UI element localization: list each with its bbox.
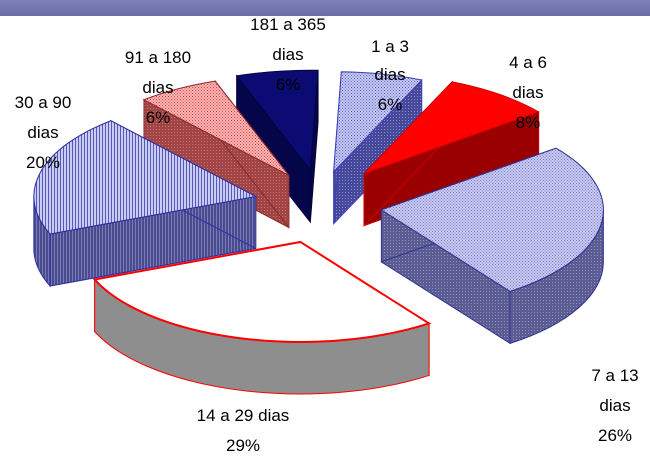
slice-label-value: 6% bbox=[146, 108, 171, 127]
slice-label-value: 26% bbox=[598, 426, 632, 445]
slice-label-7-a-13-dias: 7 a 13 dias 26% bbox=[591, 366, 638, 445]
slice-label-line: 91 a 180 bbox=[125, 48, 191, 67]
slice-label-91-a-180-dias: 91 a 180 dias 6% bbox=[125, 48, 191, 127]
slice-label-line: dias bbox=[599, 396, 630, 415]
pie-slice bbox=[235, 69, 319, 224]
slice-label-line: 1 a 3 bbox=[371, 37, 409, 56]
pie-slice-top bbox=[380, 147, 604, 292]
pie-slice-top bbox=[235, 69, 319, 172]
pie-slice bbox=[380, 147, 604, 345]
slice-label-line: dias bbox=[374, 65, 405, 84]
slice-label-value: 20% bbox=[26, 153, 60, 172]
slice-label-value: 8% bbox=[516, 113, 541, 132]
slice-label-line: dias bbox=[272, 45, 303, 64]
pie-slice bbox=[33, 119, 258, 288]
slice-label-value: 29% bbox=[226, 436, 260, 455]
slice-label-line: 4 a 6 bbox=[509, 53, 547, 72]
pie-slice-top bbox=[33, 120, 258, 235]
slice-label-30-a-90-dias: 30 a 90 dias 20% bbox=[15, 93, 72, 172]
slice-label-1-a-3-dias: 1 a 3 dias 6% bbox=[371, 37, 409, 114]
slice-label-line: 181 a 365 bbox=[250, 15, 326, 34]
pie-slice-top bbox=[92, 240, 432, 343]
slice-label-line: 30 a 90 bbox=[15, 93, 72, 112]
slice-label-line: dias bbox=[512, 83, 543, 102]
slice-label-line: dias bbox=[27, 123, 58, 142]
pie-slice bbox=[92, 240, 432, 395]
window-top-strip bbox=[0, 0, 650, 16]
slice-label-line: 7 a 13 bbox=[591, 366, 638, 385]
slice-label-value: 6% bbox=[276, 75, 301, 94]
pie-slice-top bbox=[333, 71, 423, 174]
pie-slice-top bbox=[363, 81, 540, 175]
slice-label-181-a-365-dias: 181 a 365 dias 6% bbox=[250, 15, 326, 94]
pie-slice-top bbox=[142, 80, 290, 176]
slice-label-value: 6% bbox=[378, 95, 403, 114]
slice-label-line: dias bbox=[142, 78, 173, 97]
slice-label-14-a-29-dias: 14 a 29 dias 29% bbox=[197, 406, 290, 455]
pie-slice bbox=[333, 71, 423, 225]
pie-slice bbox=[363, 80, 540, 227]
slice-label-4-a-6-dias: 4 a 6 dias 8% bbox=[509, 53, 547, 132]
slice-label-line: 14 a 29 dias bbox=[197, 406, 290, 425]
